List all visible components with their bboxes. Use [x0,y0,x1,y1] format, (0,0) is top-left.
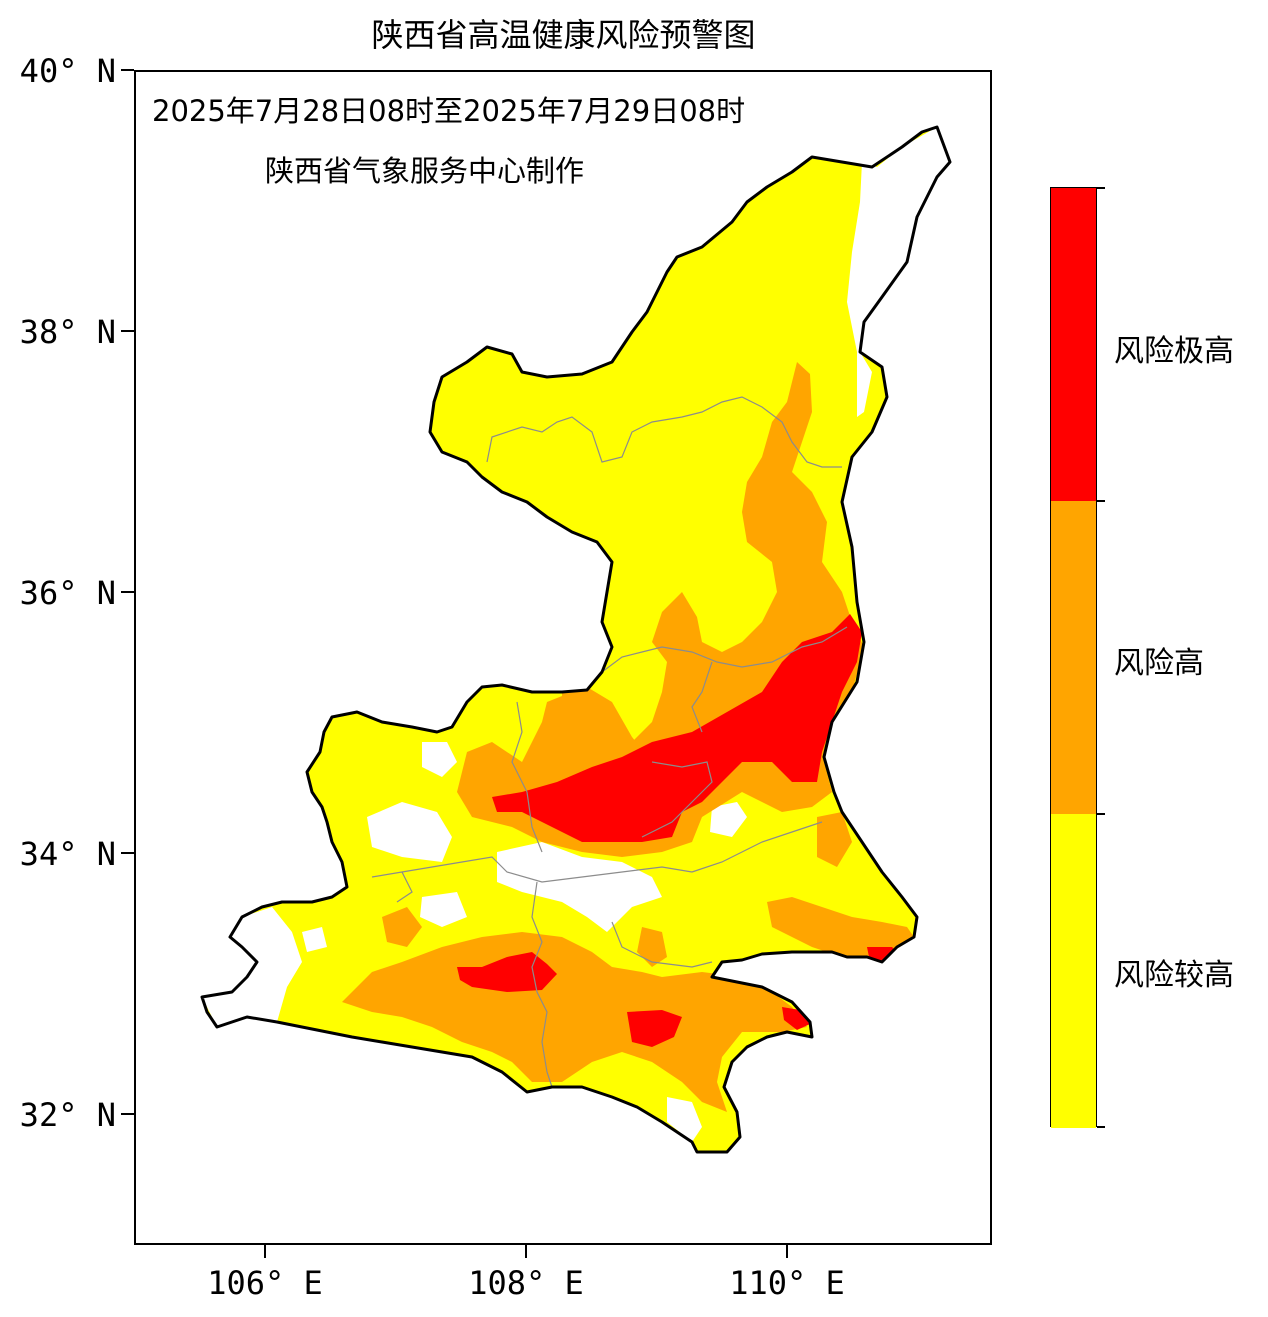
lat-tick-mark [121,69,134,71]
legend-colorbar [1050,187,1097,1128]
high-risk-area-southeast [767,897,914,957]
very-high-risk-area-guanzhong [492,614,862,842]
very-high-risk-area-south-3 [782,1007,810,1030]
city-border-ankang-shangluo [611,921,713,968]
legend-swatch-very-high [1051,188,1096,501]
lat-tick-label: 32° N [19,1096,116,1134]
city-border-hanzhong-ankang [531,881,553,1088]
high-risk-area-mid-patch [637,927,667,967]
high-risk-area-south-1 [342,932,807,1112]
no-warning-area-west [422,742,457,777]
lon-tick-mark [264,1245,266,1258]
city-border-xianyang [511,701,543,853]
no-warning-area-southwest-1 [202,907,302,1027]
very-high-risk-area-south-2 [627,1010,682,1047]
legend-label-high: 风险高 [1114,646,1204,681]
no-warning-area-central [497,842,662,932]
risk-field [202,127,950,1152]
city-border-shangluo [691,821,823,873]
high-risk-area-east-patch [817,812,852,867]
no-warning-area-southwest-4 [302,927,327,952]
lon-tick-label: 110° E [729,1264,845,1302]
city-border-qinling [371,856,693,883]
lon-tick-label: 106° E [207,1264,323,1302]
legend-tick [1097,187,1105,189]
legend-swatch-high [1051,501,1096,814]
lat-tick-label: 38° N [19,313,116,351]
lon-tick-label: 108° E [468,1264,584,1302]
lat-tick-mark [121,591,134,593]
no-warning-area-southwest-3 [420,892,467,927]
city-border-yulin-yanan [486,396,842,468]
very-high-risk-area-south-1 [457,952,557,992]
no-warning-area-east [710,802,747,837]
city-border-baoji [396,871,413,903]
map-title: 陕西省高温健康风险预警图 [371,16,756,54]
map-panel [134,70,992,1245]
city-border-xian [641,761,713,838]
shaanxi-map [200,125,952,1154]
producer-credit: 陕西省气象服务中心制作 [265,154,585,188]
no-warning-area-south [667,1097,702,1142]
legend-label-elevated: 风险较高 [1114,958,1234,993]
lat-tick-label: 34° N [19,835,116,873]
forecast-period: 2025年7月28日08时至2025年7月29日08时 [152,94,746,128]
legend-tick [1097,500,1105,502]
lat-tick-mark [121,330,134,332]
lon-tick-mark [525,1245,527,1258]
lon-tick-mark [786,1245,788,1258]
lat-tick-label: 40° N [19,52,116,90]
lat-tick-mark [121,852,134,854]
very-high-risk-area-southeast [867,947,902,967]
legend-tick [1097,813,1105,815]
no-warning-area-southwest-2 [367,802,452,862]
lat-tick-mark [121,1113,134,1115]
city-border-weinan [691,661,713,733]
legend-label-very-high: 风险极高 [1114,334,1234,369]
city-border-yanan-south [601,626,848,673]
city-borders [371,396,848,1088]
legend-swatch-elevated [1051,814,1096,1128]
high-risk-area-west-patch [382,907,422,947]
lat-tick-label: 36° N [19,574,116,612]
legend-tick [1097,1126,1105,1128]
